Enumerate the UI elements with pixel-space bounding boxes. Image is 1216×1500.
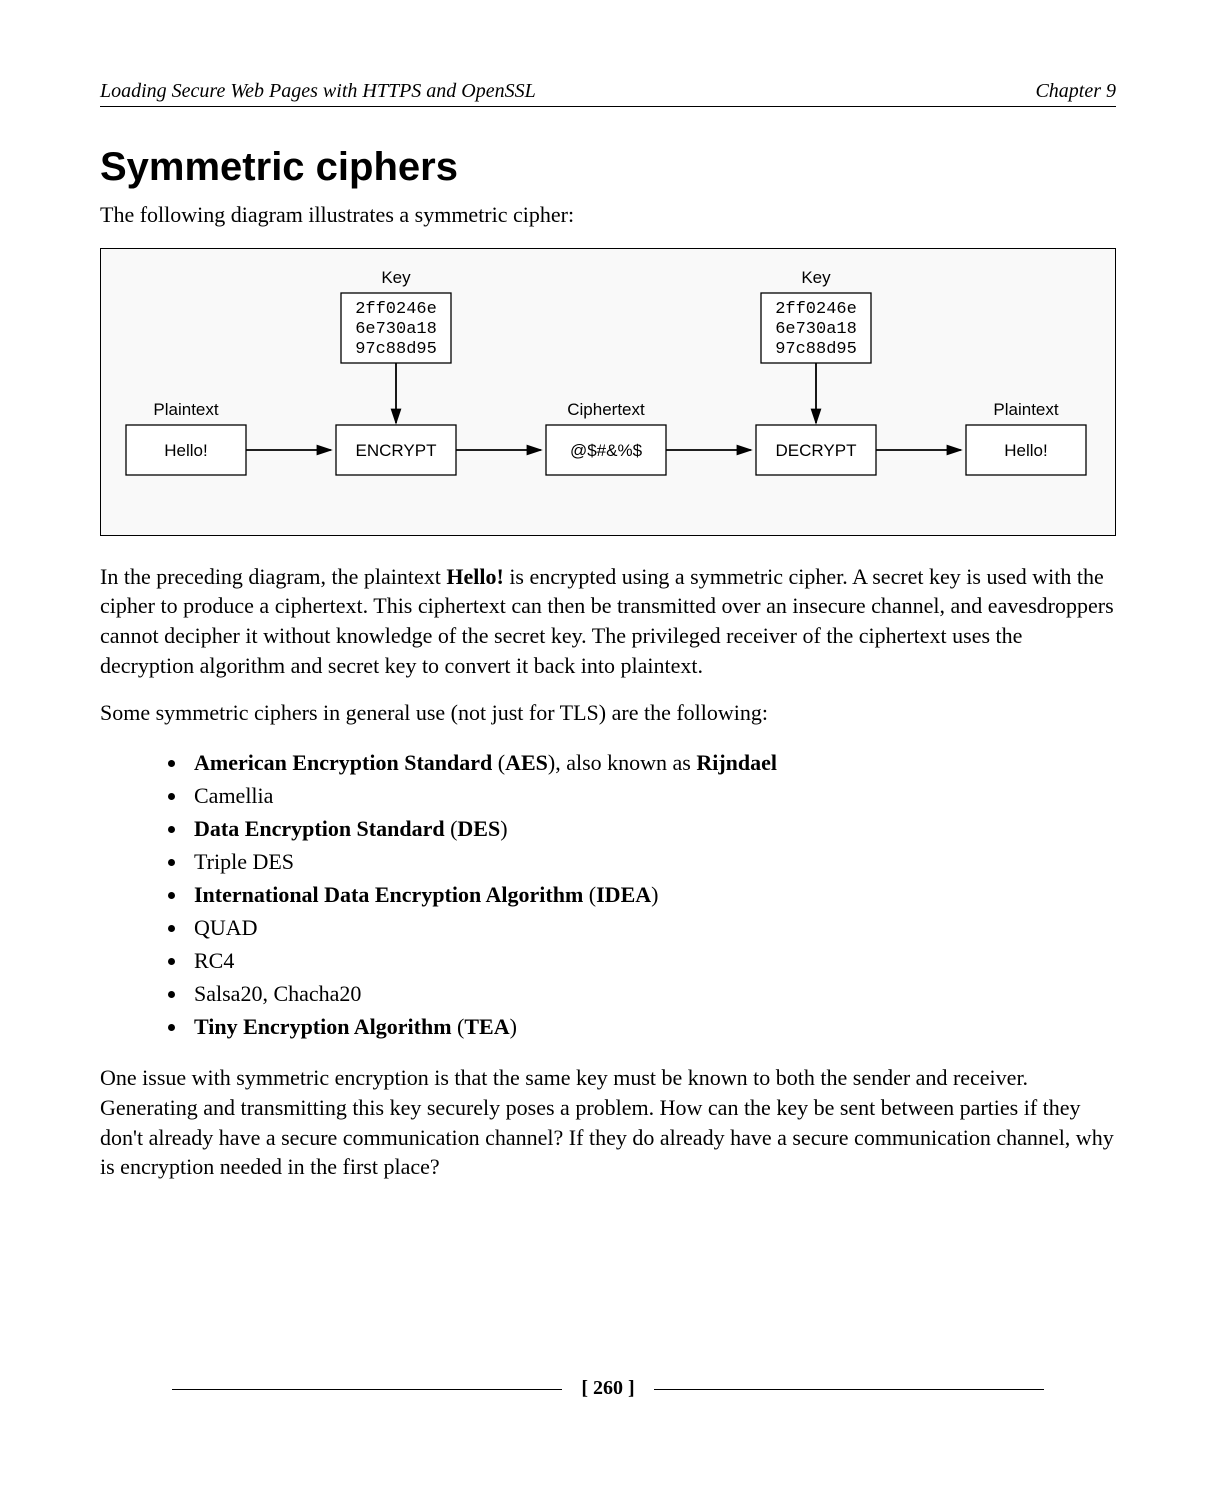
header-right: Chapter 9 bbox=[1035, 80, 1116, 103]
footer-rule-right bbox=[654, 1389, 1044, 1390]
paragraph-2: Some symmetric ciphers in general use (n… bbox=[100, 698, 1116, 728]
key1-line3: 97c88d95 bbox=[355, 340, 437, 359]
key1-line1: 2ff0246e bbox=[355, 300, 437, 319]
page-number: [ 260 ] bbox=[567, 1377, 648, 1400]
list-item: Tiny Encryption Algorithm (TEA) bbox=[188, 1010, 1116, 1043]
ciphertext-label: Ciphertext bbox=[567, 400, 645, 419]
encrypt-label: ENCRYPT bbox=[356, 441, 437, 460]
page-header: Loading Secure Web Pages with HTTPS and … bbox=[100, 80, 1116, 107]
paragraph-1: In the preceding diagram, the plaintext … bbox=[100, 562, 1116, 681]
paragraph-3: One issue with symmetric encryption is t… bbox=[100, 1063, 1116, 1182]
p1-bold: Hello! bbox=[446, 564, 503, 589]
key2-line2: 6e730a18 bbox=[775, 320, 857, 339]
section-title: Symmetric ciphers bbox=[100, 145, 1116, 190]
page-footer: [ 260 ] bbox=[100, 1377, 1116, 1400]
plaintext-label-2: Plaintext bbox=[993, 400, 1058, 419]
list-item: RC4 bbox=[188, 944, 1116, 977]
diagram-svg: Key 2ff0246e 6e730a18 97c88d95 Key 2ff02… bbox=[101, 265, 1115, 515]
key2-line1: 2ff0246e bbox=[775, 300, 857, 319]
cipher-diagram: Key 2ff0246e 6e730a18 97c88d95 Key 2ff02… bbox=[100, 248, 1116, 536]
list-item: Salsa20, Chacha20 bbox=[188, 977, 1116, 1010]
p1-pre: In the preceding diagram, the plaintext bbox=[100, 564, 446, 589]
list-item: QUAD bbox=[188, 911, 1116, 944]
intro-text: The following diagram illustrates a symm… bbox=[100, 200, 1116, 230]
ciphertext-value: @$#&%$ bbox=[570, 441, 643, 460]
key-label-2: Key bbox=[801, 268, 831, 287]
decrypt-label: DECRYPT bbox=[776, 441, 857, 460]
list-item: American Encryption Standard (AES), also… bbox=[188, 746, 1116, 779]
plaintext-label-1: Plaintext bbox=[153, 400, 218, 419]
plaintext-value-1: Hello! bbox=[164, 441, 207, 460]
footer-rule-left bbox=[172, 1389, 562, 1390]
list-item: Triple DES bbox=[188, 845, 1116, 878]
list-item: International Data Encryption Algorithm … bbox=[188, 878, 1116, 911]
key1-line2: 6e730a18 bbox=[355, 320, 437, 339]
header-left: Loading Secure Web Pages with HTTPS and … bbox=[100, 80, 536, 103]
plaintext-value-2: Hello! bbox=[1004, 441, 1047, 460]
cipher-list: American Encryption Standard (AES), also… bbox=[188, 746, 1116, 1043]
key2-line3: 97c88d95 bbox=[775, 340, 857, 359]
list-item: Data Encryption Standard (DES) bbox=[188, 812, 1116, 845]
list-item: Camellia bbox=[188, 779, 1116, 812]
key-label-1: Key bbox=[381, 268, 411, 287]
